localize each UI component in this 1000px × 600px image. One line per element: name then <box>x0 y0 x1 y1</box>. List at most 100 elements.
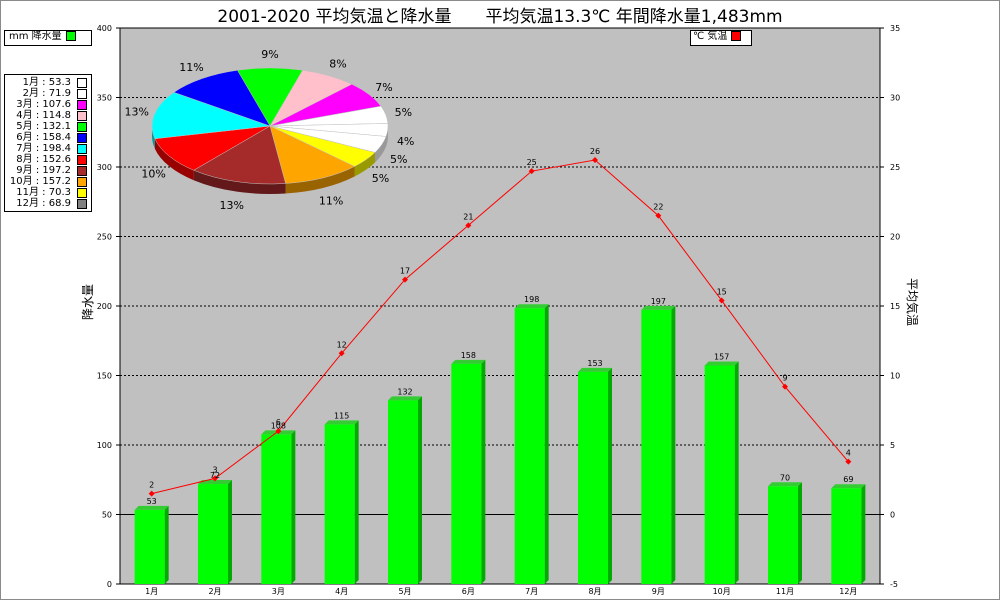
monthly-legend-swatch <box>77 143 87 154</box>
bar-side <box>608 367 612 584</box>
monthly-legend-item: 7月 : 198.4 <box>5 143 91 154</box>
x-tick-label: 8月 <box>588 587 601 596</box>
bar-value-label: 153 <box>587 359 602 368</box>
monthly-legend-swatch <box>77 121 87 132</box>
right-tick-label: 35 <box>890 24 900 33</box>
bar-side <box>418 396 422 584</box>
right-tick-label: 25 <box>890 163 900 172</box>
bar <box>514 304 549 584</box>
pie-slice <box>193 125 286 185</box>
monthly-legend-label: 8月 : 152.6 <box>16 154 71 165</box>
temp-legend-label: ℃ 気温 <box>693 31 728 42</box>
monthly-legend-item: 12月 : 68.9 <box>5 198 91 209</box>
bar-side <box>544 304 549 584</box>
monthly-legend-label: 12月 : 68.9 <box>16 198 71 209</box>
temp-point <box>528 168 535 175</box>
monthly-legend-swatch <box>77 99 87 110</box>
bar-value-label: 132 <box>397 387 412 396</box>
monthly-legend-swatch <box>77 132 87 143</box>
precip-legend-swatch <box>65 31 76 41</box>
temp-value-label: 9 <box>782 374 787 383</box>
temp-point <box>275 428 282 435</box>
right-tick-label: 20 <box>890 233 900 242</box>
pie-slice <box>154 125 271 171</box>
bar-top <box>388 396 422 401</box>
monthly-legend-label: 7月 : 198.4 <box>16 143 71 154</box>
left-tick-label: 200 <box>97 302 112 311</box>
pie-slice <box>269 125 356 184</box>
temp-value-label: 22 <box>653 203 663 212</box>
bar-side <box>798 482 802 584</box>
x-tick-label: 2月 <box>208 587 221 596</box>
pie-slice-label: 5% <box>395 106 412 119</box>
bar-value-label: 108 <box>271 421 286 430</box>
monthly-legend-item: 11月 : 70.3 <box>5 187 91 198</box>
precip-legend-label: mm 降水量 <box>9 31 62 42</box>
bar-face <box>514 308 545 584</box>
bar-value-label: 197 <box>651 297 666 306</box>
x-tick-label: 3月 <box>272 587 285 596</box>
x-tick-label: 5月 <box>398 587 411 596</box>
x-tick-label: 12月 <box>839 587 857 596</box>
temp-value-label: 4 <box>846 449 851 458</box>
temp-line <box>151 159 849 495</box>
left-tick-label: 150 <box>97 372 112 381</box>
bar-side <box>734 361 739 584</box>
pie-slice-label: 13% <box>124 106 148 119</box>
bar-value-label: 69 <box>843 475 853 484</box>
bar <box>134 505 169 584</box>
monthly-legend-swatch <box>77 165 87 176</box>
bar-face <box>831 488 862 584</box>
bar-face <box>134 509 165 584</box>
monthly-legend-swatch <box>77 187 87 198</box>
chart-title: 2001-2020 平均気温と降水量 平均気温13.3℃ 年間降水量1,483m… <box>217 7 783 27</box>
left-tick-label: 0 <box>107 580 112 589</box>
temp-value-label: 2 <box>149 481 154 490</box>
bar-face <box>578 371 608 584</box>
right-tick-label: 5 <box>890 441 895 450</box>
monthly-legend-item: 2月 : 71.9 <box>5 88 91 99</box>
pie-slice-label: 9% <box>261 48 278 61</box>
pie-slice-side <box>154 138 194 181</box>
bar-face <box>261 434 292 584</box>
bar-value-label: 72 <box>210 471 220 480</box>
bar-side <box>671 305 676 584</box>
monthly-legend-item: 9月 : 197.2 <box>5 165 91 176</box>
left-tick-label: 50 <box>102 511 112 520</box>
temp-point <box>402 276 408 283</box>
pie-slice-label: 8% <box>329 58 346 71</box>
monthly-legend-item: 6月 : 158.4 <box>5 132 91 143</box>
bar-side <box>228 480 232 584</box>
pie-slice-label: 4% <box>397 135 414 148</box>
bar-top <box>451 359 486 364</box>
temp-point <box>655 212 662 219</box>
pie-slice <box>151 92 271 139</box>
pie-slice-side <box>285 166 355 194</box>
monthly-legend-item: 10月 : 157.2 <box>5 176 91 187</box>
bar-top <box>324 420 359 425</box>
bar <box>451 359 486 584</box>
bar-side <box>291 430 296 584</box>
pie-slice-label: 11% <box>319 194 343 207</box>
monthly-legend-label: 11月 : 70.3 <box>16 187 71 198</box>
temp-point <box>782 383 788 390</box>
bar-top <box>704 361 739 366</box>
temp-value-label: 26 <box>590 147 600 156</box>
bar-face <box>388 400 418 584</box>
pie-slice-label: 13% <box>220 199 244 212</box>
left-tick-label: 100 <box>97 441 112 450</box>
pie-slice-label: 10% <box>141 167 165 180</box>
bar-top <box>831 484 866 489</box>
bar-value-label: 198 <box>524 295 539 304</box>
monthly-legend-label: 2月 : 71.9 <box>22 88 71 99</box>
bar-face <box>704 365 735 584</box>
x-tick-label: 6月 <box>462 587 475 596</box>
pie-slice-label: 5% <box>390 153 407 166</box>
temp-point <box>465 222 472 229</box>
temp-point <box>592 157 598 164</box>
monthly-legend-label: 10月 : 157.2 <box>9 176 71 187</box>
pie-slice-side <box>152 126 155 149</box>
monthly-legend-swatch <box>77 77 87 88</box>
left-tick-label: 350 <box>97 94 112 103</box>
temp-point <box>148 490 155 497</box>
